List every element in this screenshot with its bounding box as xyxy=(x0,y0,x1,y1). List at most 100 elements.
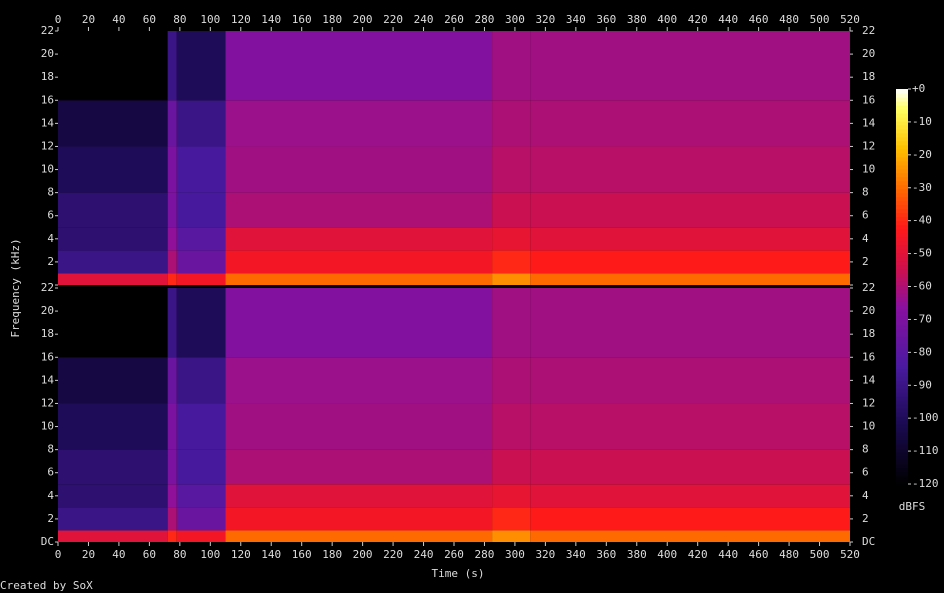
colorbar-swatch xyxy=(896,156,908,162)
colorbar-swatch xyxy=(896,264,908,270)
colorbar-tick-label: -40 xyxy=(912,214,932,227)
cell xyxy=(530,507,850,531)
y-tick-label: DC xyxy=(862,535,875,548)
cell xyxy=(492,357,531,404)
colorbar-swatch xyxy=(896,132,908,138)
colorbar-tick-label: -70 xyxy=(912,312,932,325)
colorbar-swatch xyxy=(896,208,908,214)
colorbar-swatch xyxy=(896,316,908,321)
x-tick-label: 0 xyxy=(55,548,62,561)
colorbar-swatch xyxy=(896,428,908,433)
cell xyxy=(225,273,493,285)
cell xyxy=(225,250,493,274)
cell xyxy=(58,484,168,508)
y-tick-label: 6 xyxy=(47,466,54,479)
x-tick-label: 380 xyxy=(627,548,647,561)
colorbar-swatch xyxy=(896,120,908,126)
x-tick-label: 360 xyxy=(596,548,616,561)
colorbar-swatch xyxy=(896,480,908,485)
y-tick-label: 10 xyxy=(862,163,875,176)
x-tick-label: 420 xyxy=(688,13,708,26)
colorbar-swatch xyxy=(896,400,908,405)
cell xyxy=(492,484,531,508)
cell xyxy=(167,484,177,508)
y-tick-label: 18 xyxy=(41,70,54,83)
cell xyxy=(167,227,177,251)
cell xyxy=(492,146,531,193)
colorbar-swatch xyxy=(896,172,908,178)
cell xyxy=(225,192,493,228)
colorbar-swatch xyxy=(896,92,908,98)
y-tick-label: 22 xyxy=(862,24,875,37)
cell xyxy=(176,227,226,251)
cell xyxy=(492,100,531,147)
y-tick-label: 16 xyxy=(41,350,54,363)
x-tick-label: 100 xyxy=(200,13,220,26)
cell xyxy=(530,227,850,251)
y-tick-label: 20 xyxy=(41,47,54,60)
y-tick-label: 2 xyxy=(862,255,869,268)
colorbar-swatch xyxy=(896,252,908,258)
cell xyxy=(176,357,226,404)
y-axis-label: Frequency (kHz) xyxy=(9,238,22,337)
x-tick-label: 280 xyxy=(475,13,495,26)
colorbar-swatch xyxy=(896,372,908,377)
colorbar-tick-label: -60 xyxy=(912,280,932,293)
colorbar-swatch xyxy=(896,348,908,353)
cell xyxy=(58,100,168,147)
colorbar-swatch xyxy=(896,100,908,106)
cell xyxy=(167,357,177,404)
colorbar-swatch xyxy=(896,324,908,329)
y-tick-label: 22 xyxy=(41,281,54,294)
y-tick-label: 4 xyxy=(47,489,54,502)
cell xyxy=(225,100,493,147)
cell xyxy=(225,146,493,193)
colorbar-swatch xyxy=(896,444,908,449)
colorbar-swatch xyxy=(896,136,908,142)
y-tick-label: 6 xyxy=(862,466,869,479)
cell xyxy=(58,31,168,101)
colorbar-swatch xyxy=(896,124,908,130)
colorbar-swatch xyxy=(896,380,908,385)
colorbar-tick-label: -120 xyxy=(912,477,939,490)
colorbar-swatch xyxy=(896,288,908,293)
cell xyxy=(530,449,850,485)
cell xyxy=(58,192,168,228)
colorbar-swatch xyxy=(896,336,908,341)
x-tick-label: 60 xyxy=(143,13,156,26)
x-tick-label: 220 xyxy=(383,548,403,561)
y-tick-label: 4 xyxy=(862,489,869,502)
y-tick-label: 10 xyxy=(41,420,54,433)
x-tick-label: 40 xyxy=(112,548,125,561)
x-tick-label: 280 xyxy=(475,548,495,561)
cell xyxy=(492,250,531,274)
y-tick-label: DC xyxy=(41,535,54,548)
x-tick-label: 500 xyxy=(810,13,830,26)
colorbar-swatch xyxy=(896,192,908,198)
y-tick-label: 4 xyxy=(862,232,869,245)
y-tick-label: 8 xyxy=(862,443,869,456)
y-tick-label: 16 xyxy=(41,93,54,106)
cell xyxy=(225,357,493,404)
colorbar-swatch xyxy=(896,236,908,242)
colorbar-swatch xyxy=(896,204,908,210)
x-tick-label: 300 xyxy=(505,548,525,561)
cell xyxy=(530,530,850,542)
x-tick-label: 0 xyxy=(55,13,62,26)
cell xyxy=(492,288,531,358)
colorbar-swatch xyxy=(896,432,908,437)
cell xyxy=(176,288,226,358)
colorbar-tick-label: -30 xyxy=(912,181,932,194)
colorbar-swatch xyxy=(896,340,908,345)
colorbar-swatch xyxy=(896,176,908,182)
colorbar-tick-label: -110 xyxy=(912,444,939,457)
colorbar-swatch xyxy=(896,468,908,473)
x-tick-label: 380 xyxy=(627,13,647,26)
colorbar-swatch xyxy=(896,128,908,134)
colorbar-swatch xyxy=(896,464,908,469)
x-tick-label: 320 xyxy=(535,13,555,26)
cell xyxy=(225,288,493,358)
colorbar-swatch xyxy=(896,412,908,417)
colorbar-swatch xyxy=(896,184,908,190)
cell xyxy=(58,146,168,193)
